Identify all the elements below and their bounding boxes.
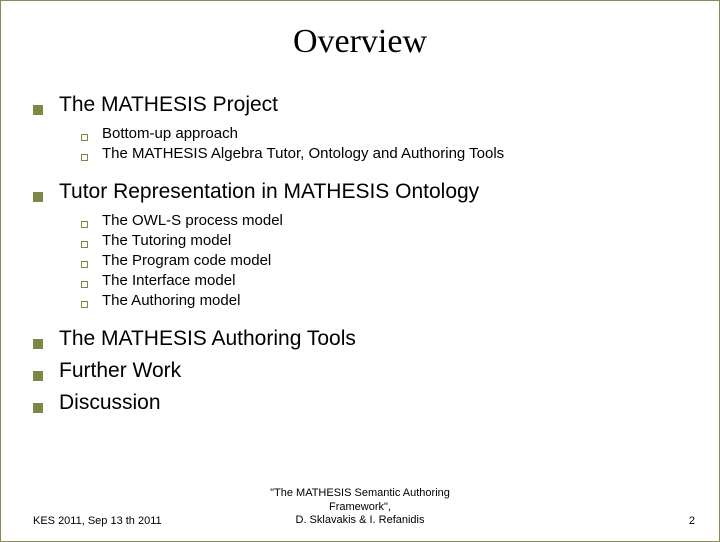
slide-content: The MATHESIS Project Bottom-up approach … — [1, 93, 719, 415]
page-number: 2 — [689, 515, 695, 527]
square-bullet-icon — [33, 371, 43, 381]
outline-label: Tutor Representation in MATHESIS Ontolog… — [59, 180, 479, 204]
outline-sublabel: The Authoring model — [102, 292, 240, 309]
outline-subitem: The OWL-S process model — [81, 212, 687, 229]
outline-item: Tutor Representation in MATHESIS Ontolog… — [33, 180, 687, 204]
hollow-square-bullet-icon — [81, 134, 88, 141]
outline-sublabel: The Tutoring model — [102, 232, 231, 249]
outline-sublabel: The MATHESIS Algebra Tutor, Ontology and… — [102, 145, 504, 162]
outline-label: Further Work — [59, 359, 181, 383]
square-bullet-icon — [33, 192, 43, 202]
square-bullet-icon — [33, 105, 43, 115]
slide-title: Overview — [1, 23, 719, 61]
footer-date: KES 2011, Sep 13 th 2011 — [33, 515, 162, 527]
outline-subitem: The MATHESIS Algebra Tutor, Ontology and… — [81, 145, 687, 162]
outline-subgroup: Bottom-up approach The MATHESIS Algebra … — [81, 125, 687, 162]
outline-sublabel: The Program code model — [102, 252, 271, 269]
outline-sublabel: Bottom-up approach — [102, 125, 238, 142]
outline-label: Discussion — [59, 391, 161, 415]
outline-subitem: Bottom-up approach — [81, 125, 687, 142]
hollow-square-bullet-icon — [81, 154, 88, 161]
outline-subgroup: The OWL-S process model The Tutoring mod… — [81, 212, 687, 309]
outline-subitem: The Authoring model — [81, 292, 687, 309]
hollow-square-bullet-icon — [81, 221, 88, 228]
outline-item: Further Work — [33, 359, 687, 383]
outline-sublabel: The Interface model — [102, 272, 235, 289]
outline-subitem: The Tutoring model — [81, 232, 687, 249]
hollow-square-bullet-icon — [81, 261, 88, 268]
outline-subitem: The Program code model — [81, 252, 687, 269]
hollow-square-bullet-icon — [81, 281, 88, 288]
outline-subitem: The Interface model — [81, 272, 687, 289]
outline-sublabel: The OWL-S process model — [102, 212, 283, 229]
hollow-square-bullet-icon — [81, 301, 88, 308]
square-bullet-icon — [33, 339, 43, 349]
footer-citation: "The MATHESIS Semantic Authoring Framewo… — [270, 487, 450, 527]
hollow-square-bullet-icon — [81, 241, 88, 248]
outline-item: Discussion — [33, 391, 687, 415]
outline-label: The MATHESIS Authoring Tools — [59, 327, 356, 351]
outline-item: The MATHESIS Authoring Tools — [33, 327, 687, 351]
square-bullet-icon — [33, 403, 43, 413]
outline-item: The MATHESIS Project — [33, 93, 687, 117]
outline-label: The MATHESIS Project — [59, 93, 278, 117]
